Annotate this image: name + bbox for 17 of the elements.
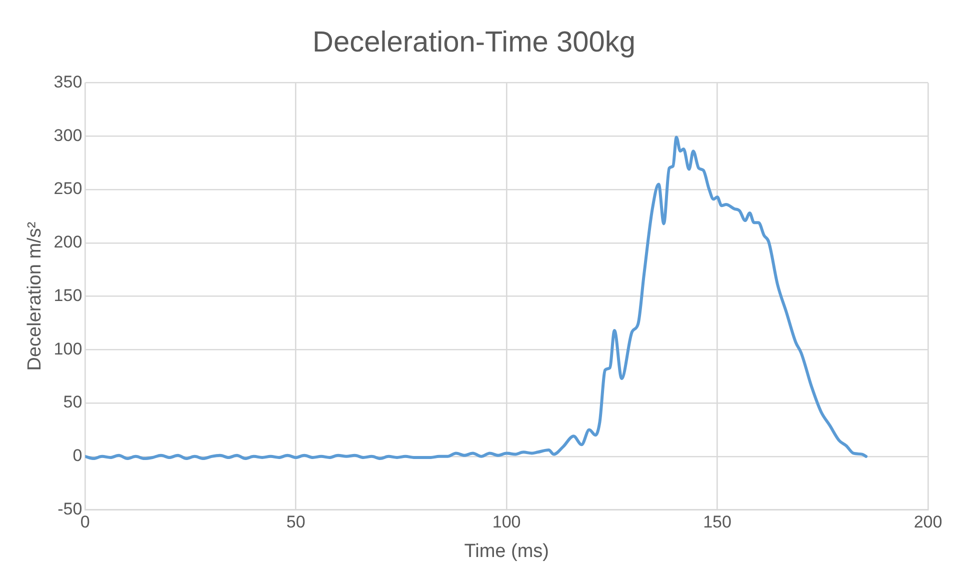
y-axis-title: Deceleration m/s²	[24, 222, 46, 371]
y-tick-label: 250	[54, 179, 82, 198]
y-tick-label: 350	[54, 72, 82, 92]
chart-title: Deceleration-Time 300kg	[312, 26, 636, 58]
line-series	[85, 136, 868, 460]
y-tick-label: 300	[54, 126, 82, 145]
x-axis-title: Time (ms)	[464, 540, 549, 562]
x-tick-label: 150	[703, 512, 732, 532]
x-tick-label: 50	[286, 512, 306, 532]
y-tick-label: 100	[54, 339, 82, 358]
y-tick-label: 50	[63, 392, 82, 412]
y-tick-label: 150	[54, 286, 82, 305]
x-tick-label: 200	[914, 512, 942, 532]
y-tick-label: 0	[72, 446, 82, 466]
x-tick-label: 100	[492, 512, 521, 532]
y-tick-label: 200	[54, 232, 82, 252]
y-tick-label: -50	[58, 499, 82, 518]
